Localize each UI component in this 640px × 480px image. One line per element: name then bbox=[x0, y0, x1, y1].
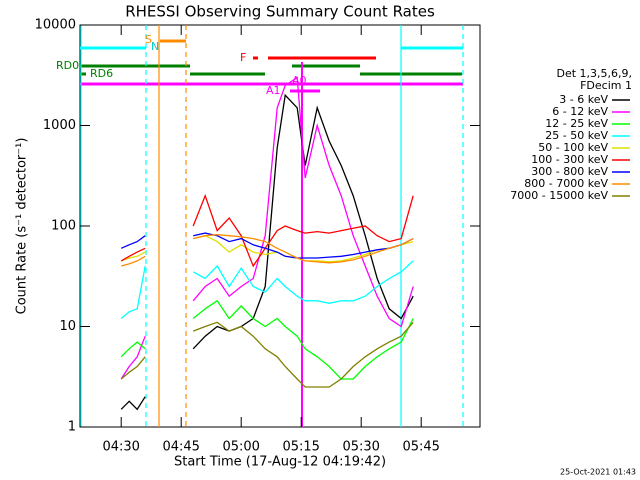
legend-label: 25 - 50 keV bbox=[545, 129, 608, 142]
series-line bbox=[120, 76, 414, 380]
x-tick-label: 05:15 bbox=[282, 440, 319, 455]
y-tick-label: 100 bbox=[51, 219, 76, 234]
annotation: F bbox=[240, 51, 246, 64]
state-bars bbox=[80, 39, 463, 93]
series-line bbox=[120, 193, 414, 268]
legend-label: 7000 - 15000 keV bbox=[510, 189, 608, 202]
legend-label: 50 - 100 keV bbox=[538, 141, 608, 154]
footer: 25-Oct-2021 01:43 bbox=[560, 468, 636, 477]
x-tick-label: 04:30 bbox=[102, 440, 139, 455]
chart-title: RHESSI Observing Summary Count Rates bbox=[125, 3, 435, 21]
series-line bbox=[120, 232, 414, 259]
annotation: RD0 bbox=[56, 59, 79, 72]
y-tick-label: 10 bbox=[59, 319, 76, 334]
annotation: A0 bbox=[292, 74, 307, 87]
legend-label: 800 - 7000 keV bbox=[524, 177, 608, 190]
legend-header: Det 1,3,5,6,9, bbox=[556, 67, 632, 80]
legend-label: 6 - 12 keV bbox=[552, 105, 608, 118]
legend-label: 12 - 25 keV bbox=[545, 117, 608, 130]
y-axis-label: Count Rate (s⁻¹ detector⁻¹) bbox=[15, 138, 30, 315]
legend-header: FDecim 1 bbox=[580, 79, 632, 92]
y-tick-label: 1 bbox=[68, 420, 76, 435]
annotation: RD6 bbox=[90, 67, 113, 80]
y-tick-label: 1000 bbox=[43, 118, 76, 133]
x-tick-label: 05:45 bbox=[402, 440, 439, 455]
y-tick-label: 10000 bbox=[35, 18, 76, 33]
x-axis-label: Start Time (17-Aug-12 04:19:42) bbox=[174, 455, 386, 470]
annotation: N bbox=[151, 40, 159, 53]
annotation: S bbox=[145, 33, 152, 46]
legend-label: 100 - 300 keV bbox=[531, 153, 608, 166]
x-tick-label: 05:00 bbox=[222, 440, 259, 455]
x-tick-label: 04:45 bbox=[162, 440, 199, 455]
x-tick-label: 05:30 bbox=[342, 440, 379, 455]
series-line bbox=[120, 321, 414, 388]
annotation: A1 bbox=[266, 84, 281, 97]
legend-label: 3 - 6 keV bbox=[559, 93, 608, 106]
series-line bbox=[120, 299, 414, 380]
series-line bbox=[121, 234, 414, 267]
series-line bbox=[120, 260, 414, 319]
legend-label: 300 - 800 keV bbox=[531, 165, 608, 178]
